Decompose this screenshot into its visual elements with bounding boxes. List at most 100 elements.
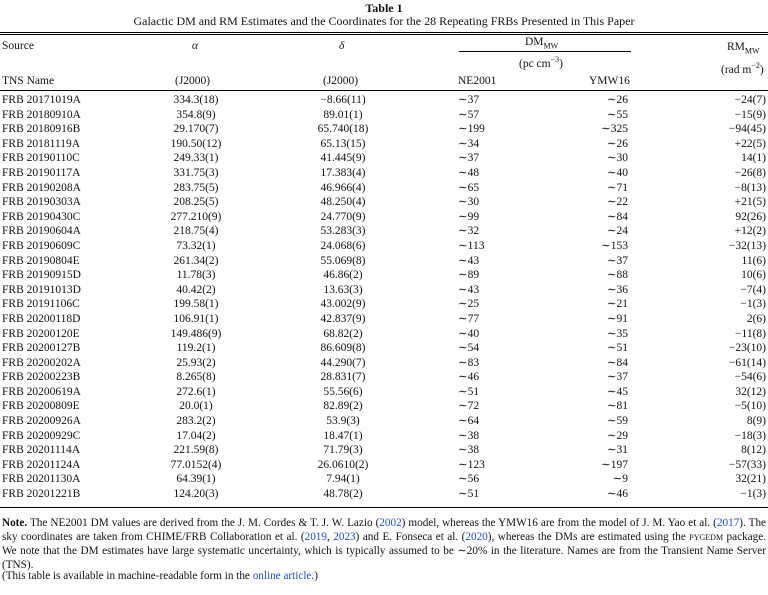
- ra-cell: 334.3(18): [173, 94, 219, 106]
- source-cell: FRB 20190609C: [2, 239, 81, 252]
- rm-cell: 32(21): [735, 473, 766, 486]
- header-dm-unit-exp: −3: [550, 55, 560, 64]
- ra-cell: 218.75(4): [173, 225, 219, 238]
- package-name: pygedm: [689, 531, 724, 543]
- table-row: FRB 20181119A 190.50(12) 65.13(15) ∼34 ∼26 +2…: [0, 137, 768, 152]
- ra-cell: 208.25(5): [173, 196, 219, 209]
- rm-cell: −26(8): [734, 166, 766, 179]
- ra-cell: 17.04(2): [176, 429, 216, 442]
- dec-cell: 48.78(2): [323, 488, 363, 501]
- dec-cell: 7.94(1): [326, 473, 360, 486]
- ra-cell: 354.8(9): [176, 108, 216, 121]
- header-tns-name: TNS Name: [2, 75, 55, 87]
- ne2001-cell: ∼89: [458, 269, 480, 282]
- ra-cell: 40.42(2): [176, 283, 216, 296]
- table-row: FRB 20191013D 40.42(2) 13.63(3) ∼43 ∼36 −7(4): [0, 283, 768, 298]
- ne2001-cell: ∼43: [458, 283, 480, 296]
- table-row: FRB 20200120E 149.486(9) 68.82(2) ∼40 ∼35 −11…: [0, 327, 768, 342]
- ne2001-cell: ∼64: [458, 415, 480, 428]
- rm-cell: −24(7): [734, 94, 766, 106]
- table-row: FRB 20200809E 20.0(1) 82.89(2) ∼72 ∼81 −5(10): [0, 399, 768, 414]
- ra-cell: 11.78(3): [176, 269, 216, 282]
- source-cell: FRB 20201124A: [2, 458, 81, 471]
- ymw16-cell: ∼45: [606, 385, 628, 398]
- header-dm-unit: (pc cm−3): [519, 55, 563, 70]
- table-row: FRB 20200926A 283.2(2) 53.9(3) ∼64 ∼59 8(9): [0, 414, 768, 429]
- dec-cell: 42.837(9): [320, 312, 366, 325]
- source-cell: FRB 20200118D: [2, 312, 81, 325]
- availability-text-2: .): [311, 570, 318, 582]
- ymw16-cell: ∼81: [606, 400, 628, 413]
- rm-cell: 14(1): [741, 152, 766, 165]
- rm-cell: −54(6): [734, 371, 766, 384]
- top-rule-double: [0, 34, 768, 35]
- dec-cell: 18.47(1): [323, 429, 363, 442]
- ra-cell: 20.0(1): [179, 400, 213, 413]
- table-row: FRB 20201114A 221.59(8) 71.79(3) ∼38 ∼31 8(12…: [0, 443, 768, 458]
- rm-cell: 8(12): [741, 444, 766, 457]
- table-row: FRB 20190430C 277.210(9) 24.770(9) ∼99 ∼84 92…: [0, 210, 768, 225]
- ref-link-chime-2023[interactable]: 2023: [333, 531, 356, 543]
- header-rm-subscript: MW: [744, 46, 760, 56]
- table-row: FRB 20200619A 272.6(1) 55.56(6) ∼51 ∼45 32(12…: [0, 385, 768, 400]
- ne2001-cell: ∼199: [458, 123, 485, 136]
- table-row: FRB 20190915D 11.78(3) 46.86(2) ∼89 ∼88 10(6): [0, 268, 768, 283]
- ref-link-yao[interactable]: 2017: [716, 517, 740, 529]
- table-caption: Table 1 Galactic DM and RM Estimates and…: [0, 0, 768, 28]
- table-row: FRB 20190117A 331.75(3) 17.383(4) ∼48 ∼40 −26…: [0, 166, 768, 181]
- ymw16-cell: ∼84: [606, 210, 628, 223]
- ne2001-cell: ∼37: [458, 152, 480, 165]
- rm-cell: −8(13): [734, 181, 766, 194]
- ymw16-cell: ∼46: [606, 488, 628, 501]
- note-text-7: package. We note that the DM estimates h…: [2, 531, 766, 571]
- table-note: Note. The NE2001 DM values are derived f…: [2, 516, 766, 572]
- dec-cell: 55.56(6): [323, 385, 363, 398]
- header-alpha-epoch: (J2000): [175, 75, 211, 87]
- source-cell: FRB 20190117A: [2, 166, 81, 179]
- rm-cell: −15(9): [734, 108, 766, 121]
- source-cell: FRB 20180910A: [2, 108, 81, 121]
- rm-cell: +12(2): [734, 225, 766, 238]
- ymw16-cell: ∼30: [606, 152, 628, 165]
- source-cell: FRB 20201221B: [2, 488, 81, 501]
- dm-group-rule: [459, 51, 631, 52]
- table-row: FRB 20190303A 208.25(5) 48.250(4) ∼30 ∼22 +21…: [0, 195, 768, 210]
- ne2001-cell: ∼46: [458, 371, 480, 384]
- ne2001-cell: ∼72: [458, 400, 480, 413]
- dec-cell: 86.609(8): [320, 342, 366, 355]
- ne2001-cell: ∼43: [458, 254, 480, 267]
- rm-cell: 11(6): [741, 254, 766, 267]
- table-label: Table 1: [365, 1, 403, 15]
- ra-cell: 221.59(8): [173, 444, 219, 457]
- ra-cell: 283.2(2): [176, 415, 216, 428]
- ra-cell: 199.58(1): [173, 298, 219, 311]
- ref-link-cordes-lazio[interactable]: 2002: [379, 517, 402, 529]
- ra-cell: 29.170(7): [173, 123, 219, 136]
- ref-link-fonseca[interactable]: 2020: [465, 531, 488, 543]
- source-cell: FRB 20180916B: [2, 123, 81, 136]
- note-label: Note.: [2, 517, 28, 529]
- ra-cell: 149.486(9): [170, 327, 222, 340]
- table-row: FRB 20191106C 199.58(1) 43.002(9) ∼25 ∼21 −1(…: [0, 297, 768, 312]
- rm-cell: −18(3): [734, 429, 766, 442]
- ymw16-cell: ∼24: [606, 225, 628, 238]
- table-row: FRB 20180910A 354.8(9) 89.01(1) ∼57 ∼55 −15(9…: [0, 108, 768, 123]
- ne2001-cell: ∼51: [458, 385, 480, 398]
- ref-link-chime-2019[interactable]: 2019: [304, 531, 327, 543]
- dec-cell: 53.9(3): [326, 415, 360, 428]
- source-cell: FRB 20200809E: [2, 400, 80, 413]
- ra-cell: 124.20(3): [173, 488, 219, 501]
- source-cell: FRB 20200202A: [2, 356, 81, 369]
- online-article-link[interactable]: online article: [252, 570, 312, 582]
- ra-cell: 277.210(9): [170, 210, 222, 223]
- header-rule: [0, 90, 768, 91]
- ne2001-cell: ∼48: [458, 166, 480, 179]
- source-cell: FRB 20190110C: [2, 152, 80, 165]
- ne2001-cell: ∼123: [458, 458, 485, 471]
- ra-cell: 331.75(3): [173, 166, 219, 179]
- table-row: FRB 20200929C 17.04(2) 18.47(1) ∼38 ∼29 −18(3…: [0, 429, 768, 444]
- ne2001-cell: ∼51: [458, 488, 480, 501]
- dec-cell: 24.770(9): [320, 210, 366, 223]
- ne2001-cell: ∼34: [458, 137, 480, 150]
